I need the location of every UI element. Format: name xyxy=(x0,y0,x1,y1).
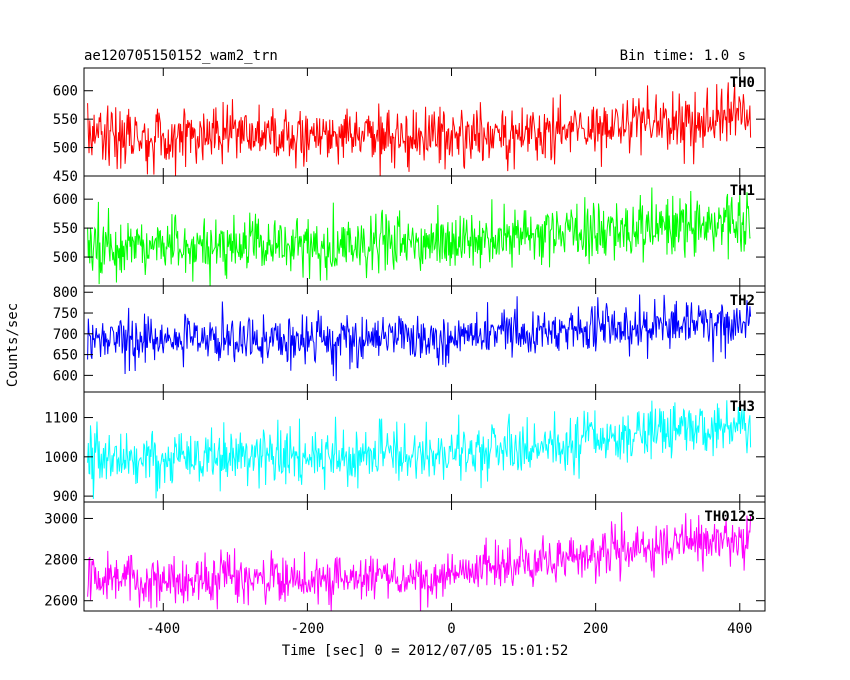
y-tick-label: 550 xyxy=(53,112,78,128)
panel-frame xyxy=(83,501,766,612)
panel-th0123: 2600 2800 3000 TH0123 xyxy=(44,501,766,612)
y-tick-label: 650 xyxy=(53,348,78,364)
series-line-th3 xyxy=(87,400,752,499)
panel-name-th0: TH0 xyxy=(730,75,755,91)
y-tick-label: 2800 xyxy=(44,553,78,569)
x-tick-label: 400 xyxy=(727,621,752,637)
bin-time-label: Bin time: 1.0 s xyxy=(620,48,746,64)
series-line-th2 xyxy=(87,294,752,381)
panel-name-th0123: TH0123 xyxy=(704,509,755,525)
x-tick-label: 200 xyxy=(583,621,608,637)
panel-th1: 500 550 600 TH1 xyxy=(53,175,766,287)
y-tick-label: 750 xyxy=(53,306,78,322)
y-tick-label: 700 xyxy=(53,327,78,343)
panel-th0: 450 500 550 600 TH0 xyxy=(53,67,766,185)
y-tick-label: 1000 xyxy=(44,450,78,466)
panel-th2: 600 650 700 750 800 TH2 xyxy=(53,285,766,393)
panels-group: 450 500 550 600 TH0 500 550 600 TH1 600 650 700 750 8… xyxy=(44,67,766,612)
y-tick-label: 1100 xyxy=(44,411,78,427)
y-tick-label: 450 xyxy=(53,169,78,185)
x-tick-label: 0 xyxy=(447,621,455,637)
y-tick-label: 900 xyxy=(53,489,78,505)
y-tick-label: 500 xyxy=(53,250,78,266)
x-tick-label: -400 xyxy=(146,621,180,637)
panel-name-th1: TH1 xyxy=(730,183,755,199)
panel-name-th3: TH3 xyxy=(730,399,755,415)
y-tick-label: 800 xyxy=(53,285,78,301)
series-line-th0 xyxy=(87,82,752,176)
observation-title: ae120705150152_wam2_trn xyxy=(84,48,278,64)
panel-th3: 900 1000 1100 TH3 xyxy=(44,391,766,505)
y-tick-label: 3000 xyxy=(44,511,78,527)
y-tick-label: 600 xyxy=(53,192,78,208)
y-tick-label: 600 xyxy=(53,368,78,384)
y-tick-label: 600 xyxy=(53,84,78,100)
y-tick-label: 500 xyxy=(53,141,78,157)
panel-name-th2: TH2 xyxy=(730,293,755,309)
series-line-th1 xyxy=(87,187,751,286)
x-axis: -400 -200 0 200 400 xyxy=(146,621,752,637)
y-tick-label: 550 xyxy=(53,221,78,237)
y-tick-label: 2600 xyxy=(44,594,78,610)
x-tick-label: -200 xyxy=(291,621,325,637)
x-axis-title: Time [sec] 0 = 2012/07/05 15:01:52 xyxy=(282,643,569,659)
series-line-th0123 xyxy=(87,512,752,611)
y-axis-title: Counts/sec xyxy=(5,303,21,387)
